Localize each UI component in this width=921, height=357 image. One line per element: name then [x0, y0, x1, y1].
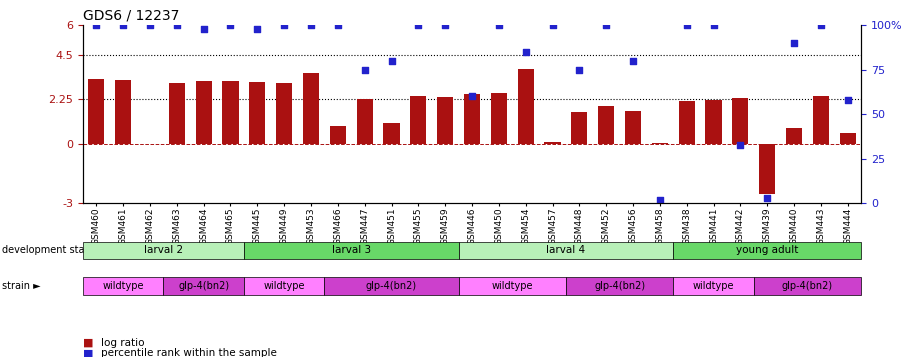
Point: [331, 22, 345, 28]
Text: glp-4(bn2): glp-4(bn2): [594, 281, 646, 291]
Text: larval 4: larval 4: [546, 245, 586, 255]
Bar: [437, 97, 453, 144]
Bar: [840, 133, 856, 144]
Point: [223, 22, 238, 28]
Point: [572, 67, 587, 72]
Point: [196, 26, 211, 31]
Bar: [759, 144, 775, 193]
Bar: [115, 80, 131, 144]
Bar: [652, 143, 668, 144]
Bar: [464, 94, 480, 144]
Bar: [732, 99, 749, 144]
Point: [519, 49, 533, 55]
Point: [652, 197, 667, 203]
Point: [304, 22, 319, 28]
Point: [384, 58, 399, 64]
Bar: [276, 82, 292, 144]
Text: GDS6 / 12237: GDS6 / 12237: [83, 9, 180, 22]
Text: wildtype: wildtype: [102, 281, 144, 291]
Point: [545, 22, 560, 28]
Point: [437, 22, 452, 28]
Point: [250, 26, 264, 31]
Bar: [813, 96, 829, 144]
Point: [813, 22, 828, 28]
Point: [464, 94, 479, 99]
Text: glp-4(bn2): glp-4(bn2): [178, 281, 229, 291]
Point: [411, 22, 426, 28]
Point: [492, 22, 507, 28]
Text: wildtype: wildtype: [492, 281, 533, 291]
Point: [760, 195, 775, 201]
Bar: [786, 128, 802, 144]
Point: [625, 58, 640, 64]
Bar: [330, 126, 346, 144]
Bar: [679, 101, 694, 144]
Point: [599, 22, 613, 28]
Point: [706, 22, 721, 28]
Text: glp-4(bn2): glp-4(bn2): [782, 281, 833, 291]
Text: percentile rank within the sample: percentile rank within the sample: [101, 348, 277, 357]
Bar: [195, 81, 212, 144]
Bar: [250, 81, 265, 144]
Bar: [491, 94, 507, 144]
Bar: [518, 69, 534, 144]
Bar: [705, 100, 721, 144]
Point: [89, 22, 104, 28]
Bar: [356, 99, 373, 144]
Bar: [625, 111, 641, 144]
Point: [680, 22, 694, 28]
Bar: [544, 142, 561, 144]
Text: glp-4(bn2): glp-4(bn2): [366, 281, 417, 291]
Text: young adult: young adult: [736, 245, 799, 255]
Text: development stage ►: development stage ►: [2, 245, 107, 255]
Point: [840, 97, 855, 103]
Bar: [223, 81, 239, 144]
Bar: [169, 82, 185, 144]
Point: [169, 22, 184, 28]
Bar: [410, 96, 426, 144]
Point: [116, 22, 131, 28]
Point: [357, 67, 372, 72]
Text: larval 2: larval 2: [144, 245, 183, 255]
Bar: [571, 112, 588, 144]
Bar: [88, 79, 104, 144]
Text: log ratio: log ratio: [101, 338, 145, 348]
Text: larval 3: larval 3: [332, 245, 371, 255]
Point: [143, 22, 157, 28]
Bar: [303, 72, 319, 144]
Point: [787, 40, 801, 46]
Text: strain ►: strain ►: [2, 281, 41, 291]
Text: wildtype: wildtype: [263, 281, 305, 291]
Bar: [598, 106, 614, 144]
Point: [277, 22, 292, 28]
Bar: [383, 123, 400, 144]
Text: ■: ■: [83, 338, 93, 348]
Text: wildtype: wildtype: [693, 281, 734, 291]
Point: [733, 142, 748, 147]
Text: ■: ■: [83, 348, 93, 357]
